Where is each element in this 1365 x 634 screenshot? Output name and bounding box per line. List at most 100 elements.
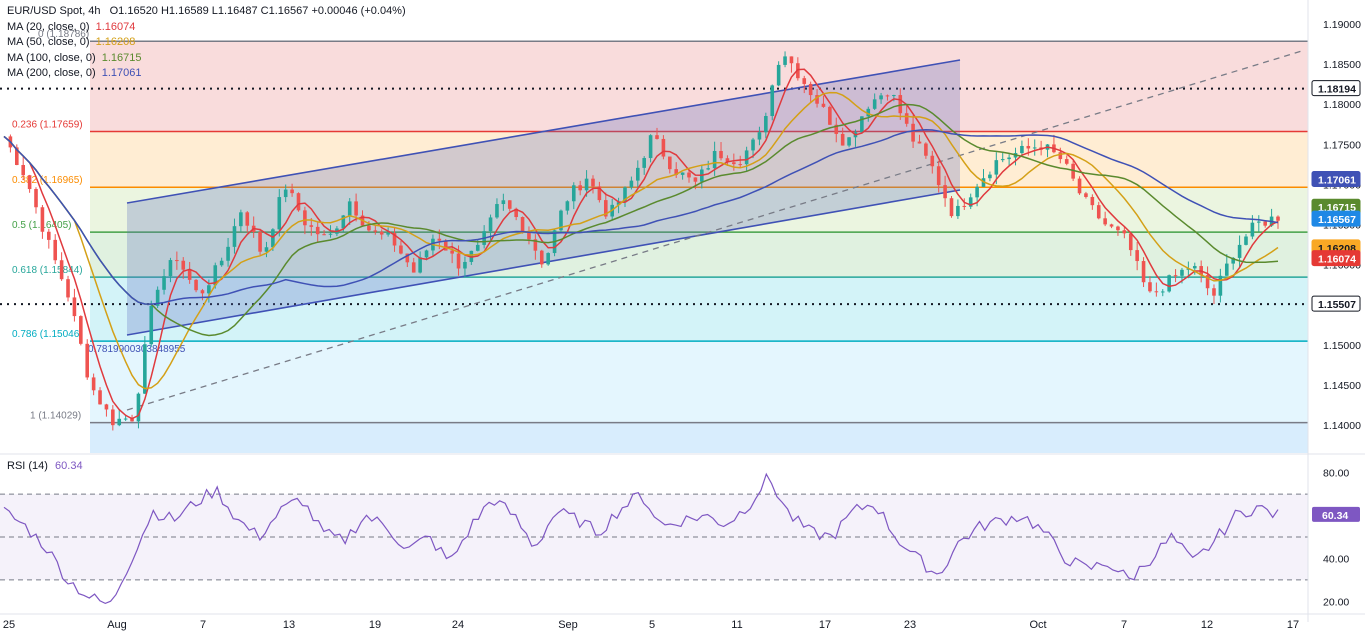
legend-ma20[interactable]: MA (20, close, 0) 1.16074 (7, 20, 406, 36)
candle-body (680, 172, 685, 175)
candle-body (712, 150, 717, 169)
candle-body (635, 167, 640, 181)
time-tick-label: 17 (1287, 619, 1299, 631)
candle-body (85, 343, 90, 378)
candle-body (1244, 236, 1248, 245)
fib-label-4: 0.786 (1.15046) (12, 329, 83, 340)
candle-body (533, 239, 538, 251)
candle-body (27, 175, 32, 190)
candle-body (988, 174, 992, 179)
candle-body (34, 189, 38, 208)
ma100-value: 1.16715 (101, 51, 142, 64)
candle-body (296, 193, 301, 211)
candle-body (181, 260, 186, 270)
candle-body (924, 143, 928, 156)
time-tick-label: Sep (558, 619, 578, 631)
candle-body (341, 215, 346, 229)
candle-body (930, 155, 935, 167)
candle-body (559, 210, 563, 231)
candle-body (136, 393, 141, 422)
candle-body (1026, 145, 1031, 149)
candle-body (815, 95, 819, 104)
candle-body (200, 290, 205, 294)
legend-symbol-row: EUR/USD Spot, 4h O1.16520 H1.16589 L1.16… (7, 4, 406, 20)
time-tick-label: 13 (283, 619, 295, 631)
candle-body (879, 95, 883, 100)
candle-body (271, 229, 275, 248)
candle-body (501, 200, 506, 205)
price-label-box (1311, 80, 1361, 97)
candle-body (802, 78, 807, 84)
candle-body (1180, 269, 1184, 276)
candle-body (475, 244, 480, 251)
annotation-label: 0.7819900303848955 (88, 344, 186, 355)
candle-body (770, 85, 775, 117)
candle-body (392, 232, 397, 246)
candle-body (546, 253, 550, 265)
candle-body (226, 246, 230, 261)
chart-legend: EUR/USD Spot, 4h O1.16520 H1.16589 L1.16… (7, 4, 406, 82)
candle-body (143, 344, 147, 394)
candle-body (706, 168, 711, 170)
candle-body (725, 158, 730, 163)
candle-body (956, 205, 960, 217)
candle-body (322, 234, 326, 236)
candle-body (456, 253, 461, 269)
candle-body (207, 285, 211, 294)
price-axis: 1.190001.185001.180001.175001.170001.165… (1307, 0, 1361, 453)
candle-body (1237, 244, 1242, 258)
price-label-text: 1.18194 (1318, 84, 1356, 96)
candle-body (629, 180, 634, 188)
candle-body (994, 160, 999, 175)
candle-body (149, 305, 154, 345)
candle-body (175, 260, 179, 262)
candles-group (8, 51, 1280, 431)
price-label-box (1311, 171, 1361, 188)
rsi-value: 60.34 (55, 460, 83, 472)
candle-body (738, 164, 743, 166)
price-label-box (1311, 295, 1361, 312)
candle-body (1224, 263, 1229, 276)
candle-body (328, 233, 333, 235)
time-tick-label: 11 (731, 619, 742, 631)
legend-ma50[interactable]: MA (50, close, 0) 1.16208 (7, 35, 406, 51)
candle-body (584, 178, 589, 191)
candle-body (379, 231, 384, 235)
candle-body (776, 64, 781, 86)
candle-body (1231, 257, 1235, 264)
candle-body (1084, 193, 1088, 197)
candle-body (744, 150, 749, 165)
candle-body (495, 204, 499, 218)
candle-body (578, 185, 582, 191)
candle-body (616, 202, 621, 205)
candle-body (808, 83, 813, 96)
candle-body (603, 200, 608, 217)
ma20-value: 1.16074 (95, 20, 136, 33)
candle-body (872, 99, 877, 109)
legend-ma200[interactable]: MA (200, close, 0) 1.17061 (7, 66, 406, 82)
candle-body (661, 138, 666, 157)
ma200-value: 1.17061 (101, 67, 142, 80)
candle-body (411, 262, 416, 273)
time-tick-label: 17 (819, 619, 831, 631)
rsi-legend[interactable]: RSI (14) 60.34 (7, 460, 83, 472)
candle-body (21, 164, 26, 176)
candle-body (949, 198, 954, 217)
candle-body (943, 185, 947, 199)
candle-body (213, 265, 218, 286)
candle-body (79, 316, 83, 344)
candle-body (751, 139, 755, 151)
candle-body (219, 260, 224, 266)
ma100-label: MA (100, close, 0) (7, 51, 96, 64)
price-label-text: 1.17061 (1318, 175, 1356, 187)
candle-body (367, 225, 371, 231)
ma20-label: MA (20, close, 0) (7, 20, 90, 33)
candle-body (1212, 288, 1216, 296)
price-tick-label: 1.17500 (1323, 139, 1361, 151)
candle-body (418, 257, 422, 273)
legend-ma100[interactable]: MA (100, close, 0) 1.16715 (7, 51, 406, 67)
candle-body (399, 245, 403, 254)
time-tick-label: 19 (369, 619, 381, 631)
candle-body (123, 418, 128, 420)
